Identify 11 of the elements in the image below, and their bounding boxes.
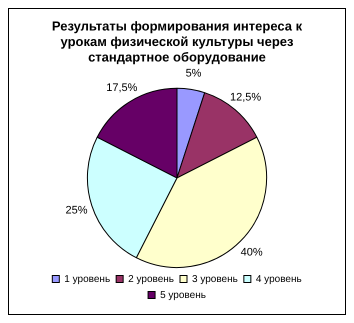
legend-label: 2 уровень [128,274,174,285]
chart-title: Результаты формирования интереса к урокам физической культуры через стандартное оборудование [52,18,303,65]
data-label: 25% [66,204,88,217]
legend-label: 4 уровень [256,274,302,285]
data-label: 40% [240,246,263,259]
data-label: 5% [186,68,202,80]
legend-label: 5 уровень [160,290,206,301]
legend-label: 1 уровень [64,274,110,285]
legend-label: 3 уровень [192,274,238,285]
data-label: 12,5% [230,92,262,104]
data-label: 17,5% [106,82,138,94]
